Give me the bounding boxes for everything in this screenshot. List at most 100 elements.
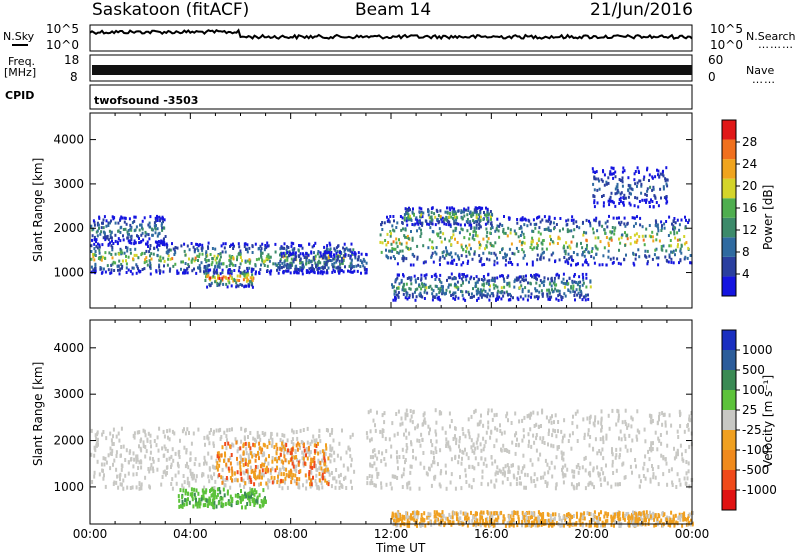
power-cell [673, 229, 676, 233]
power-cell [180, 267, 182, 271]
velocity-cell [213, 429, 215, 434]
velocity-cell [587, 428, 590, 433]
velocity-cell [146, 437, 149, 442]
power-cell [199, 243, 201, 247]
velocity-cell [638, 430, 641, 435]
velocity-cell [450, 419, 453, 423]
power-cell [665, 182, 668, 186]
power-cell [379, 240, 382, 244]
power-cell [243, 269, 246, 273]
power-cell [439, 209, 442, 213]
power-cell [468, 280, 470, 284]
velocity-cell [181, 504, 184, 509]
power-cell [516, 278, 519, 282]
power-cell [281, 261, 284, 265]
velocity-cell [156, 467, 159, 472]
power-cell [130, 225, 133, 229]
power-cell [479, 211, 482, 215]
velocity-cell [218, 463, 221, 468]
velocity-cell [91, 480, 94, 484]
power-cell [119, 239, 122, 243]
power-cell [646, 166, 649, 170]
power-cell [614, 170, 617, 174]
power-cell [395, 241, 398, 245]
y-tick-label: 2000 [53, 221, 84, 235]
power-cell [540, 253, 543, 257]
velocity-cell [409, 418, 412, 423]
velocity-cell [253, 453, 256, 457]
velocity-cell [498, 511, 501, 516]
velocity-cell [596, 451, 599, 456]
velocity-cell [340, 484, 343, 489]
velocity-cell [142, 428, 145, 433]
power-cell [387, 218, 390, 222]
power-cell [566, 245, 569, 249]
power-cell [619, 241, 622, 245]
power-cell [392, 298, 395, 302]
velocity-cell [409, 470, 412, 475]
power-cell [540, 241, 543, 245]
power-cell [638, 179, 641, 183]
velocity-cell [182, 488, 185, 493]
velocity-cell [588, 523, 591, 528]
velocity-cell [220, 475, 223, 480]
power-cell [524, 286, 527, 290]
power-cell [478, 243, 481, 246]
power-cell [449, 223, 452, 227]
power-cell [117, 221, 120, 225]
power-cell [150, 257, 153, 261]
velocity-cell [140, 482, 143, 487]
velocity-cell [594, 418, 596, 423]
velocity-cell [495, 470, 498, 475]
power-cell [524, 218, 527, 222]
power-cell [502, 277, 505, 281]
power-cell [224, 250, 227, 254]
velocity-cell [248, 475, 251, 480]
power-cell [478, 222, 481, 226]
power-cell [403, 256, 406, 260]
power-cell [301, 261, 304, 265]
power-cell [495, 228, 498, 232]
power-cell [216, 281, 219, 285]
power-cell [527, 289, 530, 293]
power-cell [150, 227, 153, 231]
velocity-cell [276, 459, 279, 464]
power-cell [552, 251, 555, 255]
power-cell [313, 244, 315, 248]
velocity-cell [645, 513, 647, 518]
power-cell [102, 236, 105, 240]
power-cell [482, 282, 485, 286]
colorbar-swatch [722, 237, 736, 257]
power-cell [492, 244, 495, 248]
power-cell [297, 271, 300, 275]
power-cell [458, 257, 461, 261]
power-cell [521, 230, 523, 234]
power-cell [688, 218, 691, 222]
velocity-cell [448, 411, 451, 416]
velocity-cell [505, 414, 508, 419]
power-cell [480, 295, 483, 299]
power-cell [535, 222, 538, 226]
velocity-cell [428, 466, 430, 471]
velocity-cell [503, 470, 506, 475]
power-cell [661, 224, 663, 228]
power-cell [315, 265, 317, 269]
velocity-cell [293, 455, 296, 460]
velocity-cell [236, 470, 239, 475]
power-cell [624, 243, 627, 247]
velocity-cell [130, 457, 133, 461]
velocity-cell [611, 463, 614, 468]
power-cell [406, 216, 408, 220]
power-cell [411, 223, 414, 226]
velocity-cell [102, 456, 105, 461]
velocity-cell [677, 435, 680, 439]
velocity-cell [157, 457, 160, 462]
velocity-cell [112, 434, 114, 439]
velocity-cell [309, 464, 312, 469]
velocity-cell [374, 428, 377, 433]
velocity-cell [681, 452, 683, 457]
velocity-cell [597, 473, 600, 478]
power-cell [441, 216, 444, 220]
power-cell [351, 270, 354, 274]
power-cell [640, 184, 643, 188]
